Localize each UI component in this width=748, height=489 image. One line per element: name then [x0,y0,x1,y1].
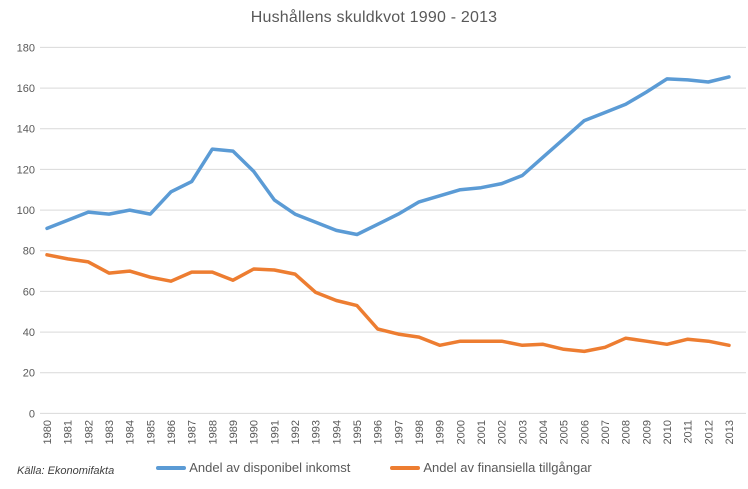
x-axis-tick-label: 1982 [83,420,95,444]
x-axis-tick-label: 1992 [290,420,302,444]
x-axis-tick-label: 1993 [311,420,323,444]
x-axis-tick-label: 1986 [166,420,178,444]
x-axis-tick-label: 2007 [600,420,612,444]
y-axis-tick-label: 180 [17,42,35,54]
y-axis-tick-label: 20 [23,368,35,380]
x-axis-tick-label: 2012 [703,420,715,444]
x-axis-tick-label: 2006 [579,420,591,444]
legend-item-finansiella-tillgangar: Andel av finansiella tillgångar [390,460,592,475]
source-text: Källa: Ekonomifakta [17,465,115,477]
legend-label: Andel av finansiella tillgångar [423,460,592,475]
x-axis-tick-label: 1980 [42,420,54,444]
legend: Andel av disponibel inkomst Andel av fin… [14,460,734,475]
x-axis-tick-label: 1987 [187,420,199,444]
x-axis-tick-label: 2001 [476,420,488,444]
x-axis-tick-label: 1990 [249,420,261,444]
y-axis-tick-label: 140 [17,124,35,136]
x-axis-tick-label: 1998 [414,420,426,444]
y-axis-tick-label: 100 [17,205,35,217]
x-axis-tick-label: 1991 [269,420,281,444]
x-axis-tick-label: 1999 [435,420,447,444]
chart-title: Hushållens skuldkvot 1990 - 2013 [250,9,498,26]
x-axis-tick-label: 2004 [538,420,550,444]
y-axis-tick-label: 0 [29,408,35,420]
x-axis-tick-label: 1994 [331,420,343,444]
x-axis-tick-label: 2009 [641,420,653,444]
x-axis-tick-label: 1995 [352,420,364,444]
x-axis-tick-label: 2002 [497,420,509,444]
x-axis-tick-label: 1984 [125,420,137,444]
x-axis-tick-label: 2000 [455,420,467,444]
plot-area: 0 20 40 60 80 100 120 140 160 180 1980 1981 1982 1983… [17,42,746,444]
series-line-andel-av-disponibel-inkomst [45,75,731,237]
legend-line-swatch-orange-icon [390,465,421,470]
x-axis-tick-label: 1989 [228,420,240,444]
x-axis-tick-label: 2005 [559,420,571,444]
x-axis-tick-label: 1997 [393,420,405,444]
legend-label: Andel av disponibel inkomst [189,460,351,475]
y-axis-tick-label: 120 [17,164,35,176]
x-axis-tick-label: 1996 [373,420,385,444]
legend-line-swatch-blue-icon [156,465,187,470]
x-axis-tick-label: 2013 [724,420,736,444]
x-axis-tick-label: 1988 [207,420,219,444]
y-axis-tick-label: 40 [23,327,35,339]
x-axis-tick-label: 2011 [683,420,695,444]
y-axis-tick-label: 80 [23,246,35,258]
y-axis-tick-label: 160 [17,83,35,95]
x-axis-tick-label: 2008 [621,420,633,444]
x-axis-tick-label: 1981 [63,420,75,444]
series-line-andel-av-finansiella-tillg-ngar [45,253,731,354]
x-axis-tick-label: 2010 [662,420,674,444]
y-axis-tick-label: 60 [23,286,35,298]
legend-item-disponibel-inkomst: Andel av disponibel inkomst [156,460,350,475]
x-axis-tick-label: 2003 [517,420,529,444]
x-axis-tick-label: 1983 [104,420,116,444]
x-axis-tick-label: 1985 [145,420,157,444]
